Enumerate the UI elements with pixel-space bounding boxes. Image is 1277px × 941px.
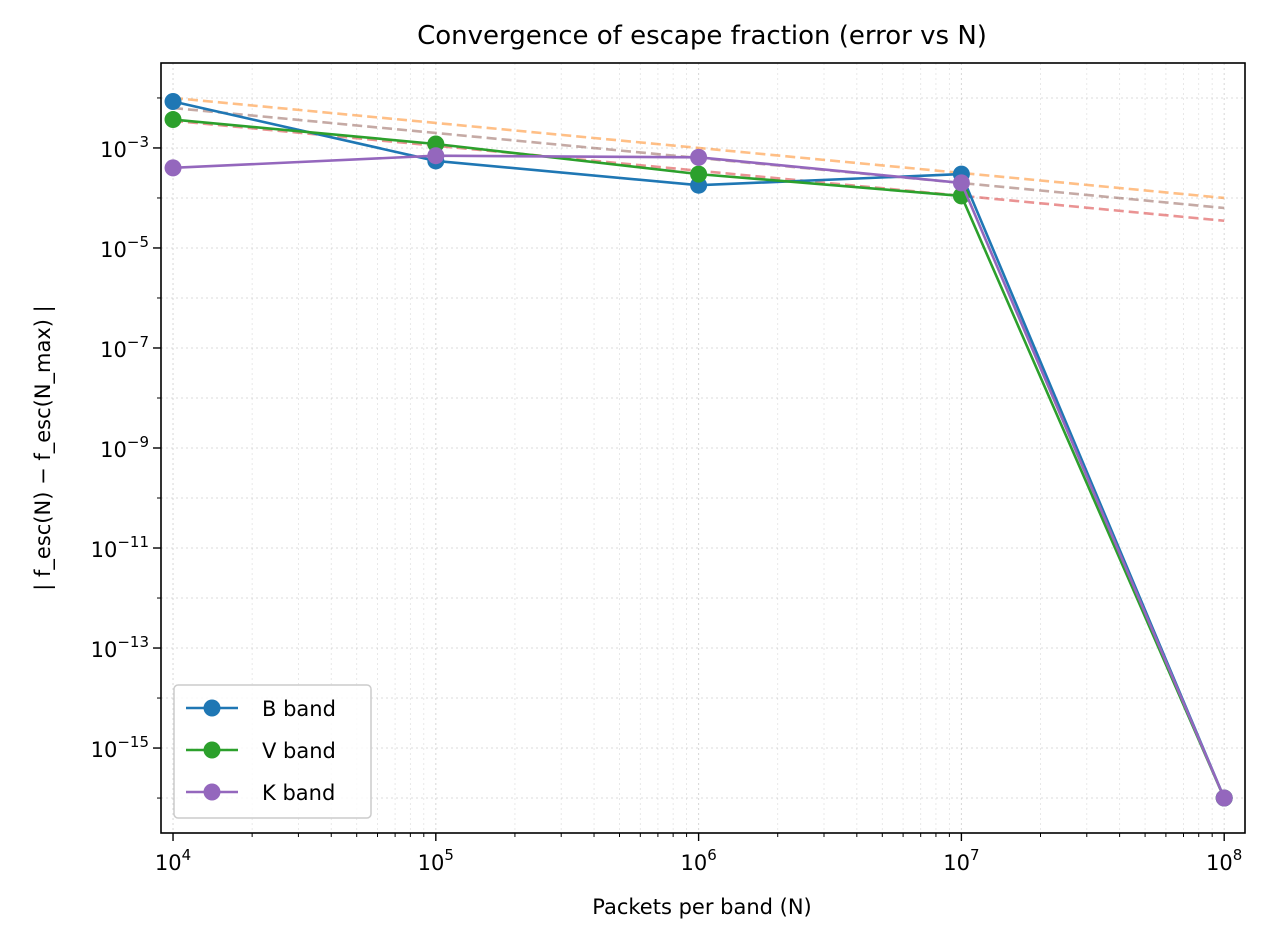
legend-label-b-band: B band [262,697,336,721]
data-point-k-band [1215,789,1233,807]
legend-label-v-band: V band [262,739,336,763]
y-tick-label: 10−5 [100,233,149,262]
data-point-b-band [164,92,182,110]
y-tick-label: 10−9 [100,433,149,462]
data-point-k-band [952,174,970,192]
legend-marker-b-band [203,699,221,717]
y-tick-label: 10−11 [91,533,149,562]
x-tick-label: 104 [155,846,191,875]
x-tick-label: 108 [1206,846,1242,875]
legend: B band V band K band [173,684,372,819]
x-axis-label: Packets per band (N) [592,895,812,919]
y-tick-label: 10−15 [91,733,149,762]
legend-marker-k-band [203,783,221,801]
legend-marker-v-band [203,741,221,759]
series-layer [164,92,1233,807]
data-point-v-band [690,165,708,183]
legend-box [173,684,372,819]
grid [161,63,1245,833]
data-point-v-band [427,135,445,153]
series-k-band [164,147,1233,807]
y-tick-label: 10−3 [100,133,149,162]
legend-label-k-band: K band [262,781,335,805]
reference-line [172,96,1225,200]
y-axis-label: | f_esc(N) − f_esc(N_max) | [31,305,56,591]
chart-title: Convergence of escape fraction (error vs… [417,21,987,51]
x-tick-label: 107 [943,846,979,875]
y-tick-label: 10−13 [91,633,149,662]
data-point-k-band [690,148,708,166]
y-tick-label: 10−7 [100,333,149,362]
data-point-k-band [164,159,182,177]
data-point-v-band [164,111,182,129]
data-point-k-band [427,147,445,165]
ticks: 104 105 106 107 108 10−3 10−5 10−7 10−9 10−11 10−1… [91,97,1242,875]
x-tick-label: 105 [418,846,454,875]
x-tick-label: 106 [680,846,716,875]
